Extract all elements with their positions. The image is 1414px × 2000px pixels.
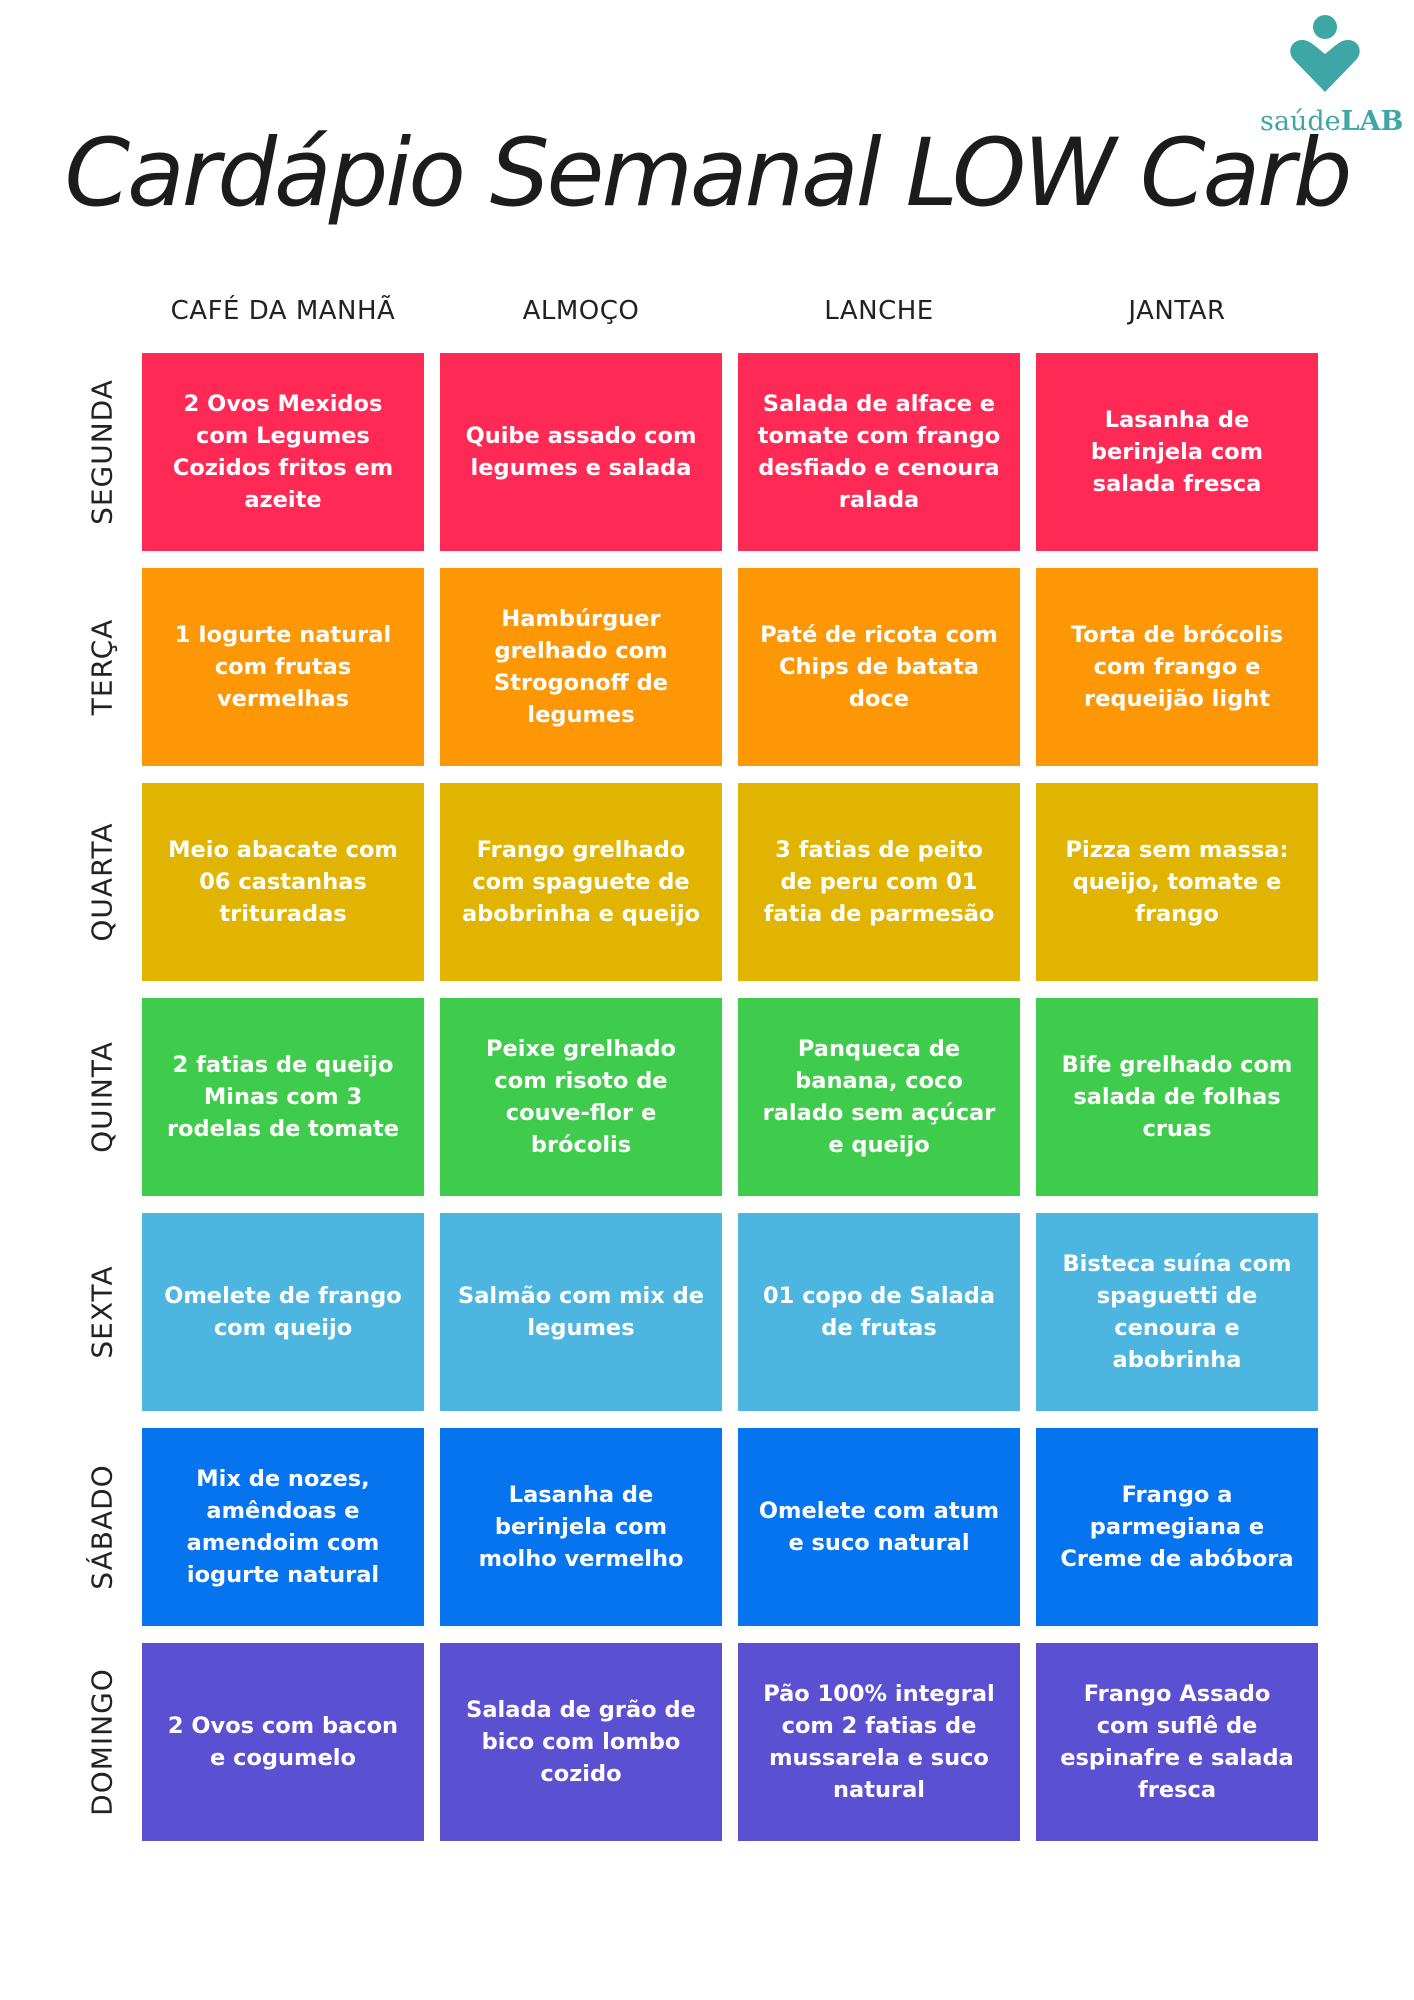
meal-text: Frango Assado com suflê de espinafre e s… xyxy=(1060,1681,1294,1803)
meal-text: 3 fatias de peito de peru com 01 fatia d… xyxy=(763,837,995,927)
meal-cell-quinta-almoco: Peixe grelhado com risoto de couve-flor … xyxy=(440,998,722,1196)
meal-text: Pizza sem massa: queijo, tomate e frango xyxy=(1065,837,1289,927)
meal-text: Frango a parmegiana e Creme de abóbora xyxy=(1060,1482,1294,1572)
meal-cell-terca-jantar: Torta de brócolis com frango e requeijão… xyxy=(1036,568,1318,766)
meal-cell-terca-almoco: Hambúrguer grelhado com Strogonoff de le… xyxy=(440,568,722,766)
meal-text: Panqueca de banana, coco ralado sem açúc… xyxy=(762,1036,996,1158)
meal-cell-quarta-jantar: Pizza sem massa: queijo, tomate e frango xyxy=(1036,783,1318,981)
meal-text: Quibe assado com legumes e salada xyxy=(465,423,697,481)
column-header-cafe-da-manha: CAFÉ DA MANHÃ xyxy=(170,296,396,326)
meal-cell-domingo-jantar: Frango Assado com suflê de espinafre e s… xyxy=(1036,1643,1318,1841)
meal-text: Lasanha de berinjela com molho vermelho xyxy=(478,1482,684,1572)
meal-text: Mix de nozes, amêndoas e amendoim com io… xyxy=(186,1466,380,1588)
meal-cell-segunda-almoco: Quibe assado com legumes e salada xyxy=(440,353,722,551)
meal-cell-quinta-jantar: Bife grelhado com salada de folhas cruas xyxy=(1036,998,1318,1196)
meal-text: Salada de grão de bico com lombo cozido xyxy=(466,1697,696,1787)
meal-text: Pão 100% integral com 2 fatias de mussar… xyxy=(763,1681,995,1803)
brand-name: saúdeLAB xyxy=(1260,106,1404,137)
meal-cell-quinta-cafe-da-manha: 2 fatias de queijo Minas com 3 rodelas d… xyxy=(142,998,424,1196)
meal-cell-sabado-lanche: Omelete com atum e suco natural xyxy=(738,1428,1020,1626)
meal-cell-segunda-cafe-da-manha: 2 Ovos Mexidos com Legumes Cozidos frito… xyxy=(142,353,424,551)
meal-text: Salmão com mix de legumes xyxy=(458,1283,704,1341)
day-label-text: SEXTA xyxy=(85,1265,119,1359)
meal-text: 1 Iogurte natural com frutas vermelhas xyxy=(174,622,392,712)
meal-cell-quinta-lanche: Panqueca de banana, coco ralado sem açúc… xyxy=(738,998,1020,1196)
meal-text: 2 fatias de queijo Minas com 3 rodelas d… xyxy=(166,1052,400,1142)
meal-text: Omelete com atum e suco natural xyxy=(758,1498,1000,1556)
meal-text: Bife grelhado com salada de folhas cruas xyxy=(1061,1052,1293,1142)
day-label-text: SÁBADO xyxy=(85,1464,119,1590)
meal-text: Paté de ricota com Chips de batata doce xyxy=(760,622,998,712)
meal-text: 2 Ovos Mexidos com Legumes Cozidos frito… xyxy=(172,391,394,513)
meal-text: Bisteca suína com spaguetti de cenoura e… xyxy=(1062,1251,1292,1373)
day-label-text: TERÇA xyxy=(85,618,119,716)
meal-cell-sexta-almoco: Salmão com mix de legumes xyxy=(440,1213,722,1411)
meal-cell-domingo-cafe-da-manha: 2 Ovos com bacon e cogumelo xyxy=(142,1643,424,1841)
meal-cell-sabado-almoco: Lasanha de berinjela com molho vermelho xyxy=(440,1428,722,1626)
meal-text: Meio abacate com 06 castanhas trituradas xyxy=(168,837,398,927)
meal-text: Lasanha de berinjela com salada fresca xyxy=(1090,407,1264,497)
meal-cell-sexta-jantar: Bisteca suína com spaguetti de cenoura e… xyxy=(1036,1213,1318,1411)
brand-logo: saúdeLAB xyxy=(1260,14,1404,144)
meal-text: Omelete de frango com queijo xyxy=(164,1283,402,1341)
page-title: Cardápio Semanal LOW Carb xyxy=(64,119,1352,228)
column-header-almoco: ALMOÇO xyxy=(522,296,640,326)
meal-cell-quarta-lanche: 3 fatias de peito de peru com 01 fatia d… xyxy=(738,783,1020,981)
meal-cell-terca-cafe-da-manha: 1 Iogurte natural com frutas vermelhas xyxy=(142,568,424,766)
day-label-text: SEGUNDA xyxy=(85,379,119,525)
meal-cell-domingo-lanche: Pão 100% integral com 2 fatias de mussar… xyxy=(738,1643,1020,1841)
meal-cell-quarta-almoco: Frango grelhado com spaguete de abobrinh… xyxy=(440,783,722,981)
column-header-jantar: JANTAR xyxy=(1128,296,1226,326)
meal-text: 2 Ovos com bacon e cogumelo xyxy=(167,1713,399,1771)
meal-text: Hambúrguer grelhado com Strogonoff de le… xyxy=(494,606,668,728)
meal-cell-sexta-cafe-da-manha: Omelete de frango com queijo xyxy=(142,1213,424,1411)
meal-cell-sabado-cafe-da-manha: Mix de nozes, amêndoas e amendoim com io… xyxy=(142,1428,424,1626)
column-header-lanche: LANCHE xyxy=(824,296,934,326)
meal-text: Frango grelhado com spaguete de abobrinh… xyxy=(461,837,701,927)
day-label-text: QUINTA xyxy=(85,1041,119,1153)
day-label-text: QUARTA xyxy=(85,822,119,942)
meal-text: Torta de brócolis com frango e requeijão… xyxy=(1070,622,1284,712)
meal-cell-segunda-jantar: Lasanha de berinjela com salada fresca xyxy=(1036,353,1318,551)
meal-cell-sabado-jantar: Frango a parmegiana e Creme de abóbora xyxy=(1036,1428,1318,1626)
day-label-text: DOMINGO xyxy=(85,1668,119,1816)
meal-text: Salada de alface e tomate com frango des… xyxy=(757,391,1001,513)
meal-cell-terca-lanche: Paté de ricota com Chips de batata doce xyxy=(738,568,1020,766)
meal-cell-segunda-lanche: Salada de alface e tomate com frango des… xyxy=(738,353,1020,551)
meal-cell-sexta-lanche: 01 copo de Salada de frutas xyxy=(738,1213,1020,1411)
meal-text: Peixe grelhado com risoto de couve-flor … xyxy=(485,1036,676,1158)
heart-person-logo-icon xyxy=(1290,15,1360,92)
meal-cell-domingo-almoco: Salada de grão de bico com lombo cozido xyxy=(440,1643,722,1841)
meal-text: 01 copo de Salada de frutas xyxy=(762,1283,996,1341)
meal-cell-quarta-cafe-da-manha: Meio abacate com 06 castanhas trituradas xyxy=(142,783,424,981)
